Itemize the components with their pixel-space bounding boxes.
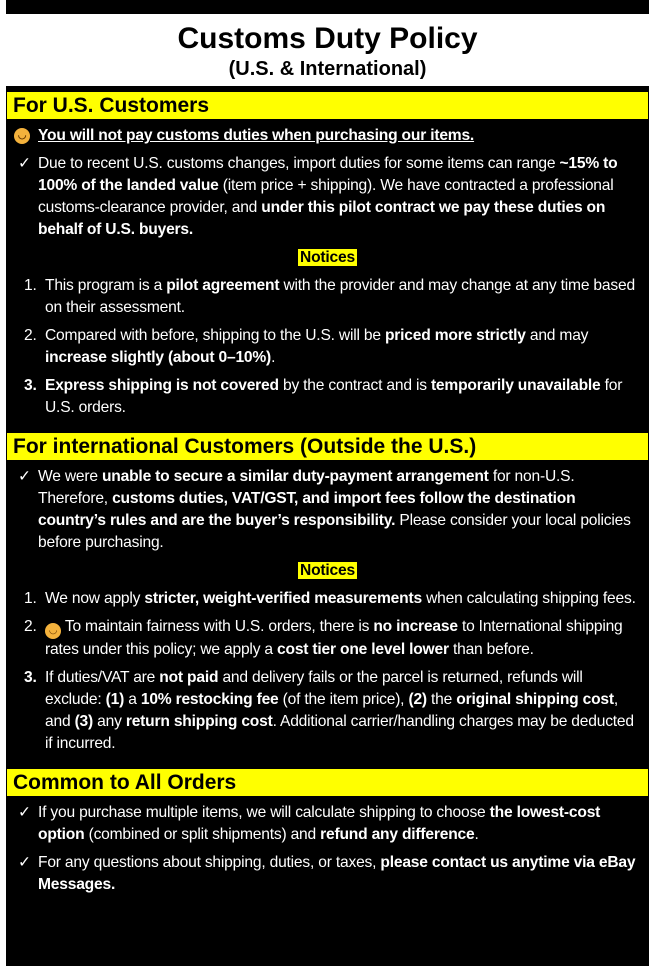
text: To maintain fairness with U.S. orders, t… <box>61 618 374 635</box>
section: Common to All Orders ✓ If you purchase mul… <box>6 769 649 910</box>
numbered-item: 1. This program is a pilot agreement with… <box>12 275 643 319</box>
check-item: ✓ For any questions about shipping, dutie… <box>12 852 643 896</box>
item-number: 3. <box>24 669 37 686</box>
section-body: ◡ You will not pay customs duties when pu… <box>6 119 649 433</box>
bold-text: unable to secure a similar duty-payment … <box>101 468 489 485</box>
bold-text: return shipping cost <box>125 713 273 730</box>
text: by the contract and is <box>278 377 431 394</box>
check-item: ✓ If you purchase multiple items, we will… <box>12 802 643 846</box>
notices-label-row: Notices <box>12 560 643 582</box>
checkmark-icon: ✓ <box>18 155 31 172</box>
section-heading: For U.S. Customers <box>7 92 648 119</box>
item-number: 2. <box>24 327 37 344</box>
text: and delivery fails or the parcel is retu… <box>45 669 583 708</box>
text: (of the item price), <box>278 691 409 708</box>
checkmark-icon: ✓ <box>18 854 31 871</box>
text: for non-U.S. Therefore, <box>38 468 575 507</box>
text: with the provider and may change at any … <box>45 277 635 316</box>
checkmark-icon: ✓ <box>18 468 31 485</box>
text: . <box>271 349 276 366</box>
page-subtitle: (U.S. & International) <box>228 58 427 80</box>
numbered-item: 3. Express shipping is not covered by the… <box>12 375 643 419</box>
notices-label: Notices <box>298 249 357 266</box>
bold-text: not paid <box>159 669 219 686</box>
check-item: ✓ We were unable to secure a similar duty… <box>12 466 643 554</box>
section-heading: Common to All Orders <box>7 769 648 796</box>
item-number: 1. <box>24 590 37 607</box>
title-area: Customs Duty Policy (U.S. & Internationa… <box>6 14 649 88</box>
bold-text: increase slightly (about 0–10%) <box>45 349 272 366</box>
text: when calculating shipping fees. <box>421 590 636 607</box>
text: We were <box>38 468 102 485</box>
text: (combined or split shipments) and <box>84 826 321 843</box>
section-heading: For international Customers (Outside the… <box>7 433 648 460</box>
text: Due to recent U.S. customs changes, impo… <box>38 155 560 172</box>
lead-statement: ◡ You will not pay customs duties when pu… <box>12 125 643 147</box>
text: to International shipping rates under th… <box>45 618 623 658</box>
section-body: ✓ We were unable to secure a similar duty… <box>6 460 649 769</box>
text: , and <box>45 691 619 730</box>
bold-text: please contact us anytime via eBay Messa… <box>38 854 636 893</box>
bold-text: refund any difference <box>320 826 475 843</box>
notices-label-row: Notices <box>12 247 643 269</box>
bold-text: temporarily unavailable <box>430 377 601 394</box>
text: If you purchase multiple items, we will … <box>38 804 490 821</box>
bold-text: 10% restocking fee <box>140 691 279 708</box>
bold-text: (3) <box>74 713 94 730</box>
bold-text: original shipping cost <box>456 691 614 708</box>
bold-text: cost tier one level lower <box>277 641 449 658</box>
text: Please consider your local policies befo… <box>38 512 631 551</box>
text: than before. <box>448 641 534 658</box>
section-body: ✓ If you purchase multiple items, we will… <box>6 796 649 910</box>
text: a <box>124 691 141 708</box>
numbered-item: 2. Compared with before, shipping to the … <box>12 325 643 369</box>
bold-text: under this pilot contract we pay these d… <box>38 199 606 238</box>
item-number: 3. <box>24 377 37 394</box>
numbered-item: 2. ◡ To maintain fairness with U.S. order… <box>12 616 643 661</box>
text: . Additional carrier/handling charges ma… <box>45 713 634 752</box>
numbered-item: 1. We now apply stricter, weight-verified… <box>12 588 643 610</box>
text: and may <box>525 327 589 344</box>
bold-text: ~15% to 100% of the landed value <box>38 155 618 194</box>
text: . <box>474 826 479 843</box>
bold-text: stricter, weight-verified measurements <box>144 590 422 607</box>
bold-text: You will not pay customs duties when pur… <box>38 127 475 144</box>
bold-text: priced more strictly <box>384 327 526 344</box>
numbered-item: 3. If duties/VAT are not paid and deliver… <box>12 667 643 755</box>
bold-text: pilot agreement <box>166 277 280 294</box>
text: any <box>93 713 126 730</box>
policy-content: For U.S. Customers ◡ You will not pay cust… <box>6 86 649 966</box>
bold-text: (2) <box>408 691 427 708</box>
check-item: ✓ Due to recent U.S. customs changes, imp… <box>12 153 643 241</box>
item-number: 2. <box>24 618 37 635</box>
text: the <box>426 691 457 708</box>
notices-label: Notices <box>298 562 357 579</box>
text: (item price + shipping). We have contrac… <box>38 177 614 216</box>
bold-text: customs duties, VAT/GST, and import fees… <box>38 490 576 529</box>
bold-text: no increase <box>373 618 458 635</box>
checkmark-icon: ✓ <box>18 804 31 821</box>
text: This program is a <box>45 277 167 294</box>
bold-text: Express shipping is not covered <box>45 377 279 394</box>
item-number: 1. <box>24 277 37 294</box>
text: for U.S. orders. <box>45 377 623 416</box>
section: For international Customers (Outside the… <box>6 433 649 769</box>
text: Compared with before, shipping to the U.… <box>45 327 385 344</box>
bold-text: (1) <box>105 691 125 708</box>
page-title: Customs Duty Policy <box>177 22 478 55</box>
bold-text: the lowest-cost option <box>38 804 601 843</box>
section: For U.S. Customers ◡ You will not pay cust… <box>6 92 649 433</box>
smiling-face-icon: ◡ <box>45 623 61 639</box>
text: We now apply <box>45 590 145 607</box>
text: If duties/VAT are <box>45 669 160 686</box>
smiling-face-icon: ◡ <box>14 128 30 144</box>
text: For any questions about shipping, duties… <box>38 854 381 871</box>
top-border-bar <box>6 0 649 14</box>
